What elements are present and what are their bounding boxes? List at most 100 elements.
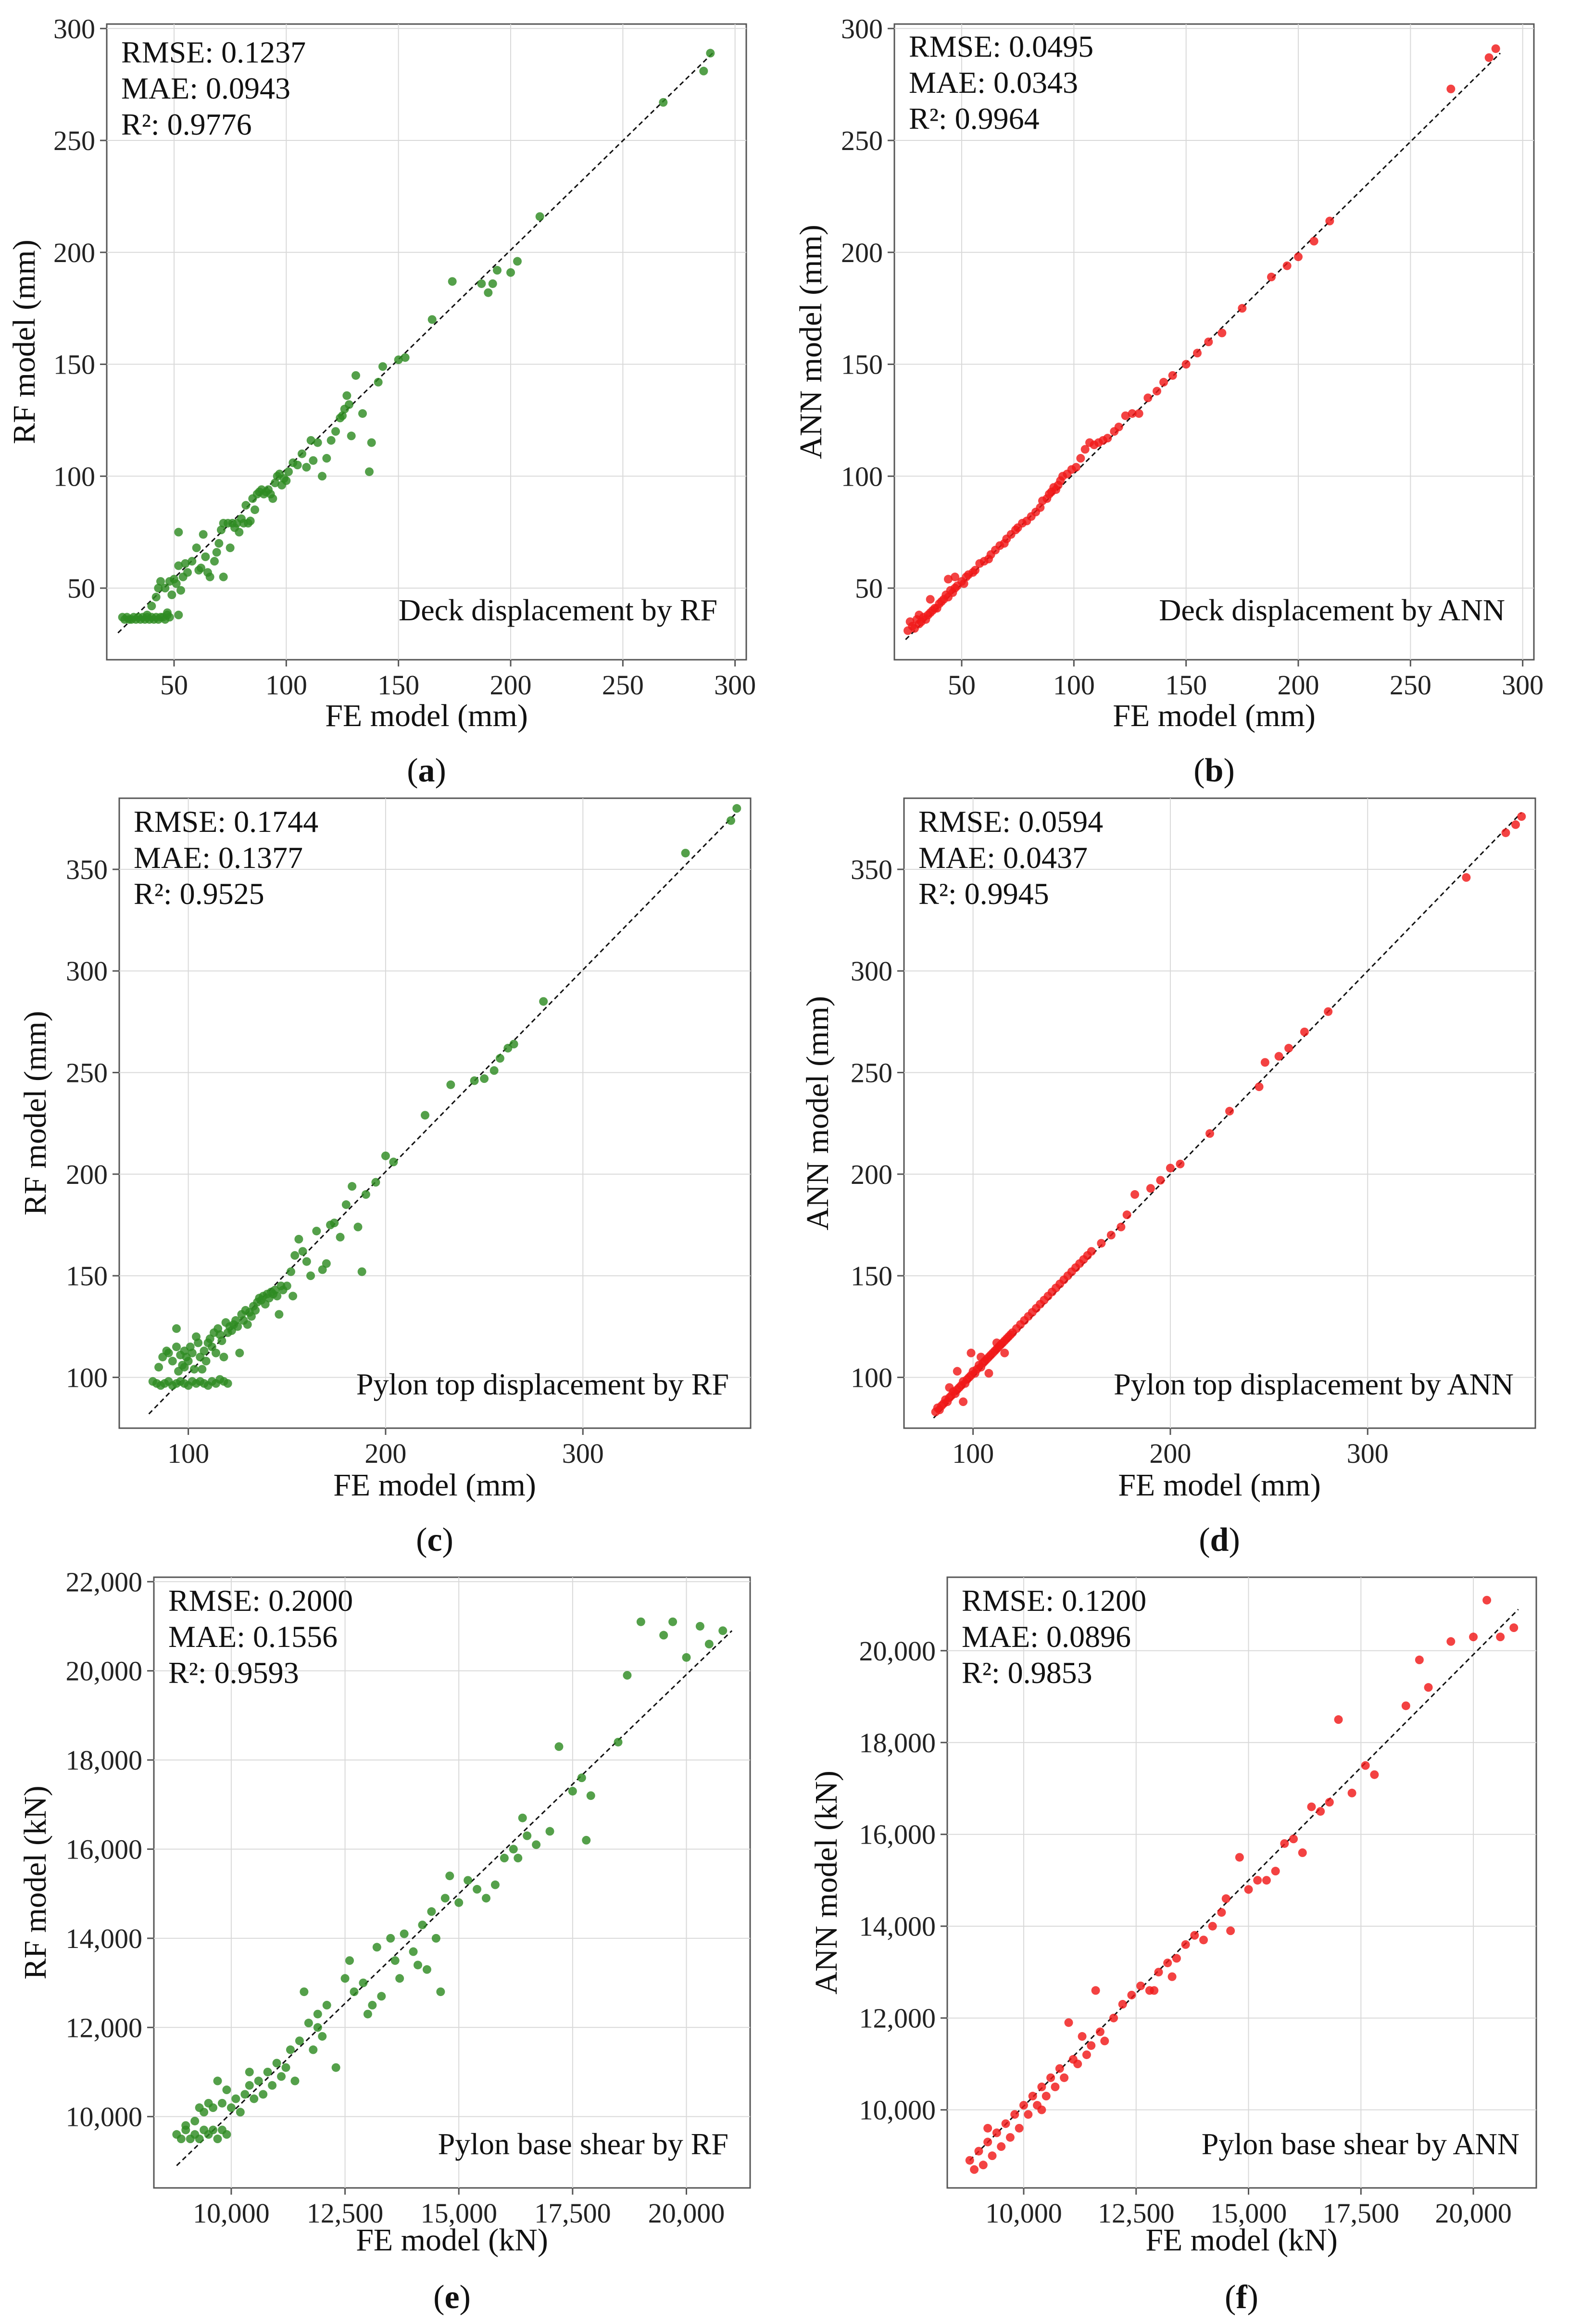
panel-b-metric-r2: R²: 0.9964 [909, 101, 1040, 136]
panel-e-data-point [695, 1621, 704, 1631]
panel-d-annotation: Pylon top displacement by ANN [1114, 1367, 1514, 1401]
panel-b-data-point [1446, 84, 1456, 93]
panel-a-data-point [163, 608, 172, 617]
panel-a-metric-r2: R²: 0.9776 [121, 107, 252, 141]
panel-f-data-point [1424, 1683, 1433, 1692]
panel-f-data-point [1078, 2032, 1087, 2041]
panel-a-data-point [477, 279, 486, 288]
panel-b-data-point [1267, 273, 1276, 282]
panel-e-data-point [473, 1884, 482, 1894]
panel-b-y-tick-label: 250 [841, 125, 883, 156]
panel-a-data-point [706, 49, 715, 58]
panel-f-data-point [1005, 2133, 1015, 2142]
panel-e-data-point [636, 1617, 645, 1626]
panel-a-annotation: Deck displacement by RF [399, 593, 717, 627]
panel-c-y-tick-label: 100 [66, 1362, 108, 1393]
panel-e-data-point [445, 1872, 454, 1881]
panel-a-data-point [506, 268, 515, 277]
panel-e-y-tick-label: 20,000 [66, 1656, 143, 1687]
panel-a-data-point [347, 431, 356, 440]
panel-f-data-point [1037, 2105, 1046, 2114]
panel-c-data-point [212, 1348, 221, 1357]
panel-b-data-point [1128, 409, 1137, 418]
panel-a-data-point [699, 66, 708, 75]
panel-d-data-point [1300, 1027, 1309, 1036]
panel-a: 50 100 150 200 250 300 50 100 150 200 250 300 RMSE… [7, 13, 756, 789]
panel-d-data-point [1274, 1052, 1283, 1061]
panel-f-data-point [1334, 1715, 1343, 1724]
panel-f-data-point [1118, 2000, 1127, 2009]
panel-f-data-point [1262, 1876, 1271, 1885]
panel-e-data-point [213, 2076, 222, 2085]
panel-e-data-point [300, 1987, 309, 1997]
panel-a-data-point [367, 438, 376, 447]
panel-f-data-point [1253, 1876, 1262, 1885]
panel-b-data-point [1134, 409, 1143, 418]
panel-f-data-point [1055, 2064, 1064, 2073]
panel-c-data-point [357, 1267, 366, 1276]
panel-f-frame [946, 1576, 1537, 2189]
panel-f-data-point [983, 2123, 992, 2133]
panel-c-data-point [341, 1200, 351, 1209]
panel-d-data-point [967, 1348, 976, 1357]
panel-c-data-point [381, 1151, 390, 1160]
panel-a-y-tick-label: 100 [53, 461, 95, 492]
panel-a-data-point [241, 501, 251, 510]
panel-d-data-point [1511, 820, 1520, 829]
panel-e-metric-r2: R²: 0.9593 [168, 1656, 299, 1690]
panel-a-data-point [378, 362, 387, 371]
panel-d-data-point [1176, 1159, 1185, 1168]
panel-c-y-tick-label: 150 [66, 1260, 108, 1292]
panel-b-data-point [951, 572, 959, 581]
panel-f-data-point [1010, 2110, 1019, 2119]
panel-c-data-point [361, 1190, 370, 1199]
panel-d-data-point [959, 1397, 968, 1407]
panel-d-metric-mae: MAE: 0.0437 [918, 841, 1088, 875]
panel-a-data-point [345, 400, 353, 409]
panel-e-data-point [318, 2032, 327, 2041]
panel-e-data-point [400, 1929, 409, 1938]
panel-a-data-point [535, 212, 544, 221]
panel-b-annotation: Deck displacement by ANN [1159, 593, 1505, 627]
panel-a-x-tick-label: 150 [377, 669, 419, 701]
panel-a-points [118, 49, 715, 624]
panel-f-data-point [1307, 1802, 1316, 1811]
panel-e-data-point [350, 1987, 359, 1997]
panel-a-data-point [493, 266, 502, 275]
panel-c-x-axis-title: FE model (mm) [333, 1468, 536, 1503]
panel-e-data-point [277, 2072, 286, 2081]
panel-e-x-tick-label: 17,500 [534, 2198, 611, 2229]
panel-e-data-point [245, 2067, 254, 2076]
panel-a-data-point [199, 530, 208, 539]
panel-d-y-axis-title: ANN model (mm) [800, 996, 835, 1231]
panel-f-data-point [1136, 1981, 1145, 1990]
panel-f-data-point [1181, 1940, 1190, 1949]
panel-b-y-tick-label: 50 [855, 573, 883, 604]
panel-d-caption-letter: d [1210, 1521, 1229, 1558]
panel-a-data-point [217, 526, 226, 535]
panel-e-data-point [718, 1626, 728, 1635]
panel-f-data-point [1347, 1788, 1356, 1797]
panel-a-data-point [282, 476, 291, 485]
panel-a-data-point [448, 277, 457, 286]
panel-d-data-point [1097, 1239, 1106, 1248]
panel-f-x-tick-label: 20,000 [1435, 2198, 1512, 2229]
panel-e-data-point [704, 1640, 714, 1649]
panel-f-data-point [979, 2161, 988, 2170]
panel-a-caption: (a) [407, 752, 446, 789]
panel-e-data-point [222, 2130, 231, 2139]
panel-e-data-point [532, 1840, 541, 1849]
panel-c-data-point [371, 1178, 380, 1187]
panel-e-data-point [313, 2023, 322, 2032]
panel-e-frame [153, 1576, 751, 2189]
panel-e-data-point [514, 1854, 523, 1863]
panel-e-data-point [454, 1898, 464, 1907]
panel-f-data-point [1073, 2060, 1082, 2069]
panel-c-caption: (c) [416, 1521, 453, 1558]
panel-f-caption-letter: f [1236, 2279, 1247, 2316]
panel-c-data-point [189, 1365, 199, 1374]
panel-e-data-point [245, 2081, 254, 2090]
panel-d-data-point [1260, 1058, 1269, 1067]
panel-e-x-ticks: 10,000 12,500 15,000 17,500 20,000 [193, 2188, 725, 2229]
panel-b-data-point [959, 579, 968, 588]
